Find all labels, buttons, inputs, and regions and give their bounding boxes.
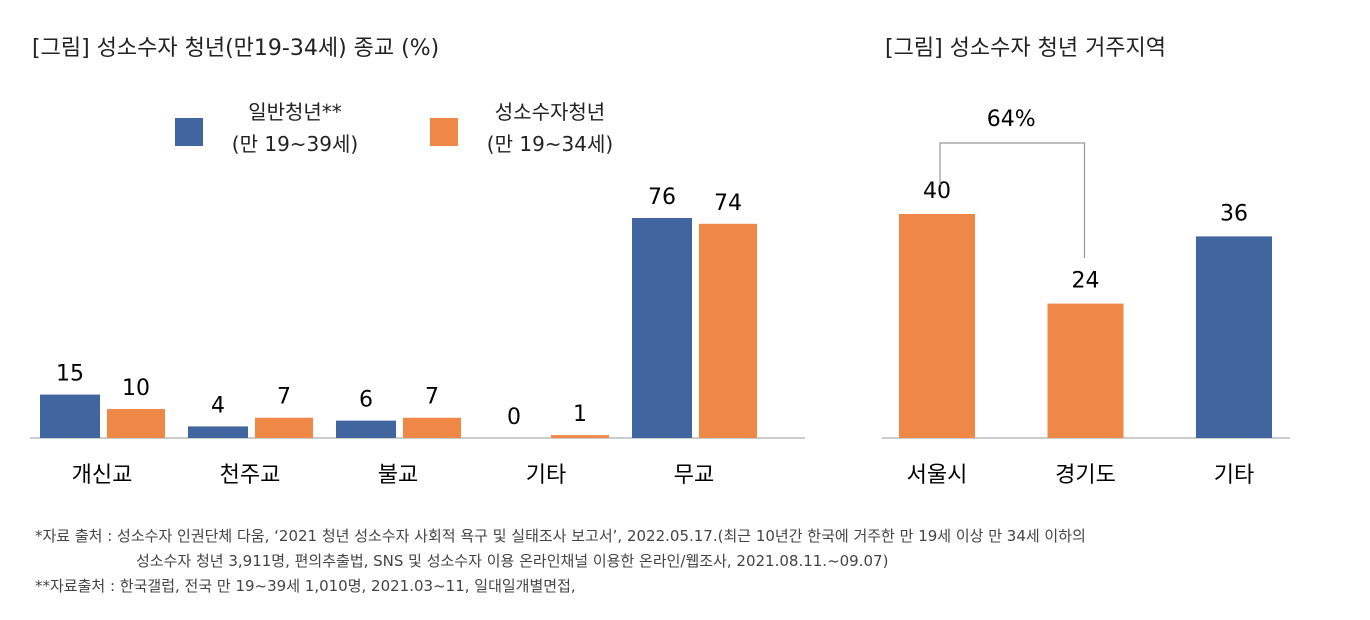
footnote-3: **자료출처 : 한국갤럽, 전국 만 19~39세 1,010명, 2021.… [35,577,576,595]
legend-swatch-general [175,118,203,146]
data-label: 24 [1072,269,1100,294]
data-label: 7 [425,385,439,410]
bar-lgbtq [403,417,461,438]
legend-general-line2: (만 19~39세) [231,132,359,156]
bar-lgbtq [255,417,313,438]
footnote-2: 성소수자 청년 3,911명, 편의추출법, SNS 및 성소수자 이용 온라인… [136,552,889,570]
data-label: 1 [573,402,587,427]
bar-lgbtq [551,435,609,438]
data-label: 6 [359,388,373,413]
x-tick-label: 경기도 [1055,463,1116,488]
data-label: 74 [714,191,742,216]
data-label: 40 [923,179,951,204]
legend-general: 일반청년** (만 19~39세) [210,96,380,160]
legend-general-line1: 일반청년** [248,100,342,124]
data-label: 10 [122,376,150,401]
x-tick-label: 무교 [674,463,714,488]
bar-general [336,420,396,438]
annotation-label: 64% [987,107,1036,132]
x-tick-label: 서울시 [907,463,968,488]
data-label: 36 [1220,201,1248,226]
data-label: 4 [211,393,225,418]
legend-lgbtq-line1: 성소수자청년 [494,100,606,124]
bar-lgbtq [699,223,757,438]
data-label: 7 [277,385,291,410]
legend-lgbtq-line2: (만 19~34세) [486,132,614,156]
bar-general [188,426,248,438]
bar-general [1196,236,1272,438]
chart1-title: [그림] 성소수자 청년(만19-34세) 종교 (%) [32,36,440,61]
legend-swatch-lgbtq [430,118,458,146]
annotation-bracket [939,142,1086,258]
x-tick-label: 불교 [378,463,418,488]
data-label: 15 [56,362,84,387]
x-tick-label: 기타 [526,463,566,488]
x-tick-label: 기타 [1214,463,1254,488]
data-label: 76 [648,185,676,210]
footnote-1: *자료 출처 : 성소수자 인권단체 다움, ‘2021 청년 성소수자 사회적… [35,527,1086,545]
data-label: 0 [507,405,521,430]
chart2-title: [그림] 성소수자 청년 거주지역 [885,36,1167,61]
bar-lgbtq [1047,303,1124,438]
x-tick-label: 천주교 [220,463,281,488]
x-tick-label: 개신교 [72,463,133,488]
bar-general [632,218,692,438]
bar-lgbtq [107,409,165,438]
legend-lgbtq: 성소수자청년 (만 19~34세) [465,96,635,160]
bar-general [40,394,100,438]
bar-lgbtq [899,214,975,438]
